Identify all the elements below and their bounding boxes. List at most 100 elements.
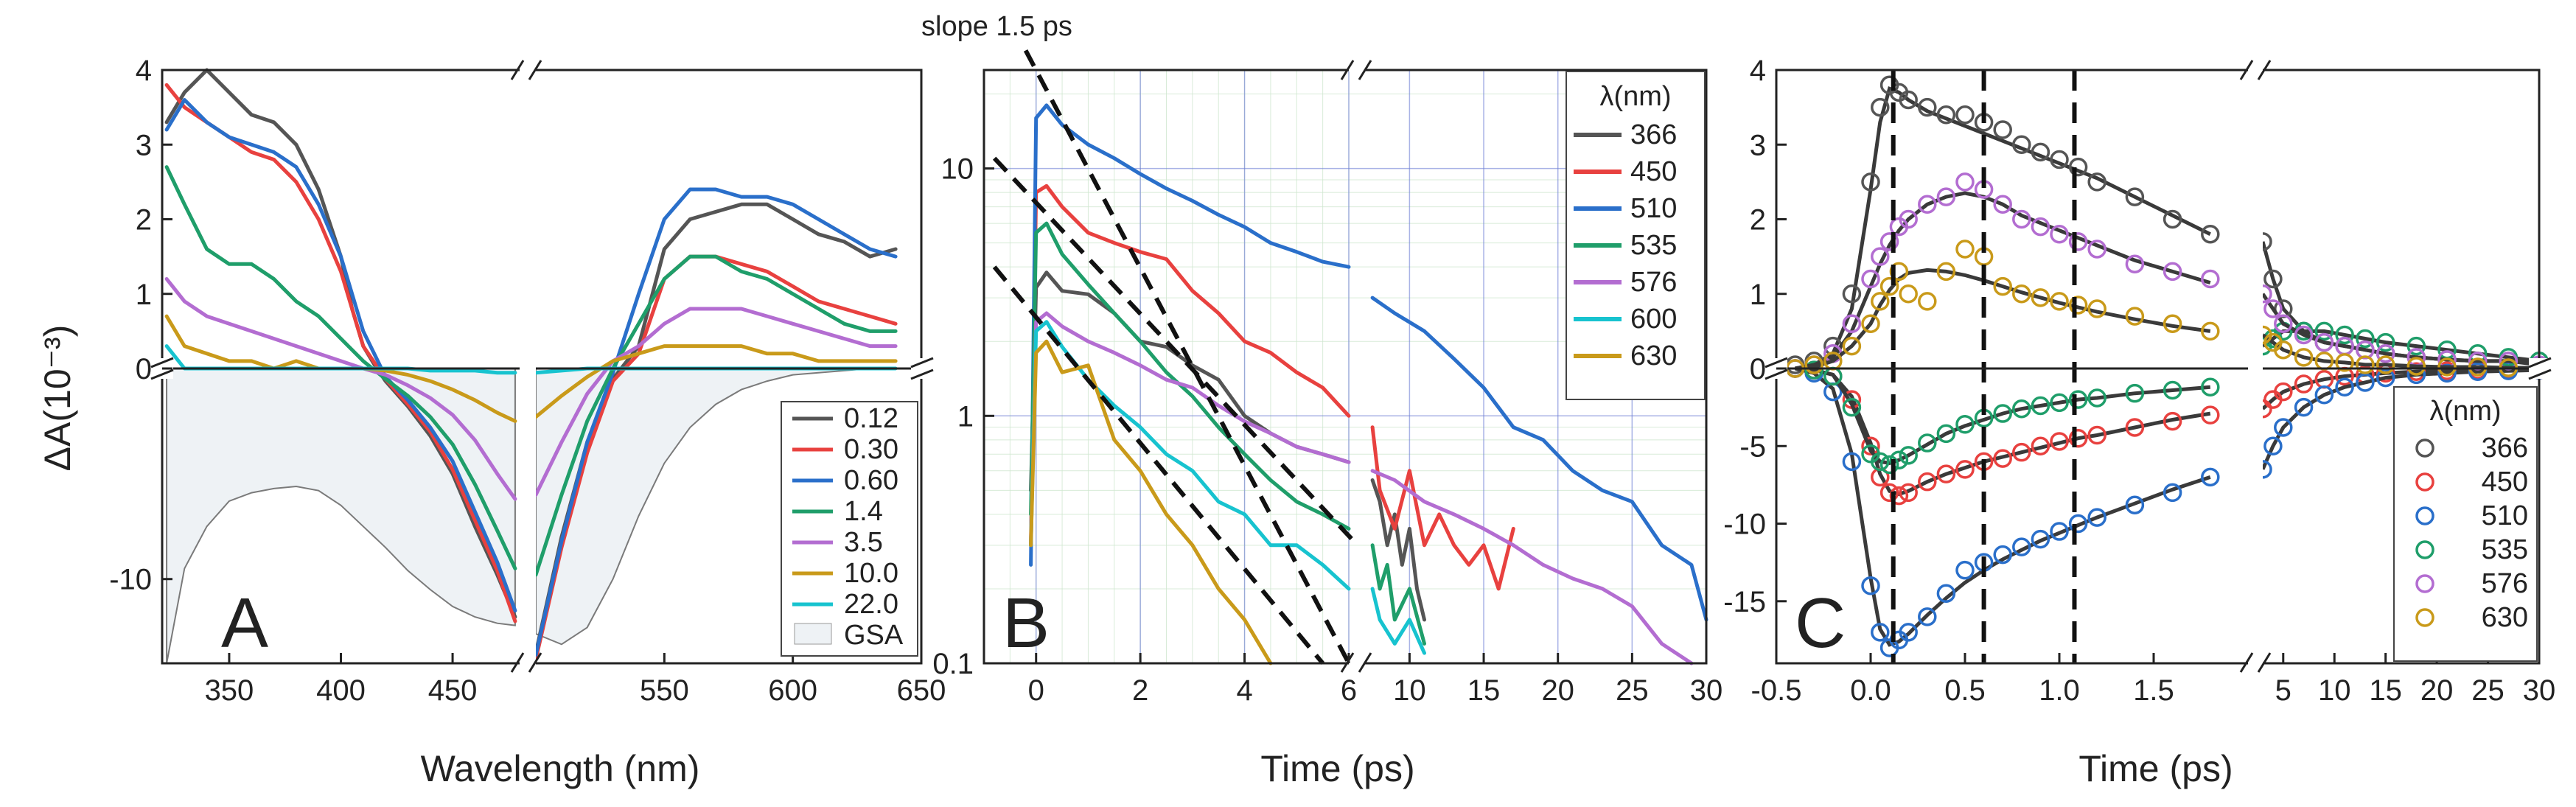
- panel-c-point-576: [1936, 187, 1956, 206]
- panel-c-point-630: [1955, 240, 1975, 259]
- panel-c-point-450: [2050, 432, 2069, 451]
- panel-c-fit-366: [1795, 85, 2211, 371]
- panel-b-xtick-label: 15: [1467, 674, 1501, 707]
- panel-c-point-450: [2201, 405, 2220, 425]
- panel-a-x-break-gap: [520, 63, 536, 674]
- panel-c-point-510: [1871, 623, 1890, 642]
- panel-b-ytick-label: 10: [941, 153, 974, 186]
- panel-b-letter: B: [1002, 584, 1050, 663]
- panel-c-fit-576: [1795, 191, 2211, 371]
- panel-b-annotation: slope 1.5 ps: [921, 11, 1072, 42]
- panel-c-legend-label-510: 510: [2482, 500, 2528, 531]
- panel-a-legend-label-1.4: 1.4: [844, 496, 883, 527]
- panel-b-legend-label-630: 630: [1630, 340, 1677, 371]
- panel-c-legend-title: λ(nm): [2429, 396, 2501, 427]
- panel-c-xtick-label: 10: [2318, 674, 2351, 707]
- panel-a-xtick-label: 550: [640, 674, 689, 707]
- panel-c-ytick-label: -15: [1723, 586, 1766, 618]
- panel-a-ticks: 350 400 450 550 600 650 0 1 2 3 4 -10: [109, 55, 946, 707]
- panel-c-letter: C: [1795, 584, 1846, 663]
- panel-c-ytick-label: -10: [1723, 509, 1766, 541]
- panel-c-point-576: [2163, 262, 2182, 282]
- panel-c-legend-label-366: 366: [2482, 433, 2528, 464]
- panel-c-fit-right-576: [2261, 293, 2540, 367]
- panel-c-point-630: [1861, 314, 1880, 333]
- panel-c-point-535: [2406, 336, 2426, 356]
- panel-c-point-450: [2068, 428, 2088, 448]
- panel-a-letter: A: [221, 584, 268, 663]
- panel-a-xtick-label: 650: [897, 674, 946, 707]
- panel-c-point-576: [2376, 344, 2395, 363]
- panel-c-point-535: [2125, 383, 2145, 403]
- panel-a-series-3.5-left: [164, 277, 517, 501]
- panel-c-point-450: [2274, 382, 2293, 402]
- panel-a-xtick-label: 400: [316, 674, 366, 707]
- panel-c-point-535: [1936, 424, 1956, 444]
- panel-a-ytick-label: 3: [136, 129, 152, 161]
- panel-c-point-450: [2294, 374, 2314, 394]
- panel-c-point-535: [1879, 455, 1899, 475]
- panel-c-point-510: [2356, 373, 2375, 392]
- panel-b-series-510-left: [1029, 103, 1351, 567]
- panel-c-point-366: [2163, 209, 2182, 229]
- panel-c-point-630: [2068, 296, 2088, 315]
- panel-c-vertical-dashes: [1891, 70, 2077, 663]
- panel-a-ytick-label: 2: [136, 204, 152, 237]
- panel-c-point-366: [1899, 90, 1918, 110]
- panel-c-fit-450: [1795, 366, 2211, 497]
- panel-b-legend-label-600: 600: [1630, 304, 1677, 335]
- panel-c-point-630: [2125, 307, 2145, 326]
- panel-c-point-510: [2437, 363, 2457, 383]
- panel-c-point-450: [1936, 464, 1956, 483]
- panel-b-series-576-right: [1370, 469, 1694, 665]
- panel-c-point-535: [1955, 415, 1975, 434]
- panel-b-dashed-fit-2: [992, 156, 1360, 547]
- panel-c-point-630: [2050, 292, 2069, 311]
- panel-b: 0 2 4 6 10 15 20 25 30 0.1 1 10 Time (ps) B slope 1…: [921, 11, 1722, 789]
- panel-a-xtick-label: 450: [428, 674, 478, 707]
- panel-c-point-576: [1918, 195, 1937, 214]
- panel-c-xlabel: Time (ps): [2078, 748, 2233, 789]
- panel-c-point-630: [2274, 340, 2293, 360]
- panel-c-point-510: [2314, 385, 2334, 405]
- panel-c-xtick-label: 5: [2275, 674, 2291, 707]
- panel-b-legend-label-576: 576: [1630, 267, 1677, 298]
- panel-a-legend-label-0.60: 0.60: [844, 465, 898, 496]
- panel-c-legend-marker-576: [2415, 574, 2434, 593]
- panel-c-fit-510: [1795, 366, 2211, 647]
- panel-a-xlabel: Wavelength (nm): [421, 748, 700, 789]
- panel-b-ytick-label: 0.1: [932, 648, 974, 680]
- panel-c-point-630: [2201, 321, 2220, 341]
- panel-b-series-535-right: [1370, 543, 1426, 646]
- panel-c-point-576: [1871, 247, 1890, 266]
- panel-c-xtick-label: 0.0: [1850, 674, 1891, 707]
- panel-c-xtick-label: -0.5: [1751, 674, 1802, 707]
- panel-c-point-630: [1918, 292, 1937, 311]
- panel-c-legend-marker-450: [2415, 472, 2434, 492]
- panel-c-xtick-label: 1.5: [2133, 674, 2174, 707]
- panel-c-ytick-label: 1: [1750, 279, 1766, 311]
- panel-c-point-450: [1899, 483, 1918, 503]
- panel-b-xtick-label: 20: [1541, 674, 1574, 707]
- panel-b-series-366-left: [1029, 270, 1351, 492]
- panel-b-x-break-gap-bottom: [1349, 660, 1365, 668]
- panel-c-xtick-label: 20: [2420, 674, 2454, 707]
- panel-c-point-510: [2031, 529, 2050, 549]
- panel-c-point-535: [1889, 450, 1909, 469]
- panel-c-point-630: [2163, 314, 2182, 333]
- panel-c-point-366: [2068, 157, 2088, 177]
- panel-c-legend-marker-535: [2415, 540, 2434, 559]
- panel-c-point-450: [1993, 449, 2012, 468]
- panel-c-legend-marker-630: [2415, 608, 2434, 627]
- panel-c-point-576: [1899, 209, 1918, 229]
- panel-c-xtick-label: 15: [2369, 674, 2402, 707]
- panel-c-point-510: [2087, 508, 2106, 527]
- panel-c-point-630: [1899, 284, 1918, 304]
- panel-a-series-3.5-right: [534, 307, 898, 497]
- panel-b-frame: [982, 69, 1708, 665]
- panel-c-point-630: [2468, 357, 2488, 377]
- panel-c-point-450: [1955, 460, 1975, 479]
